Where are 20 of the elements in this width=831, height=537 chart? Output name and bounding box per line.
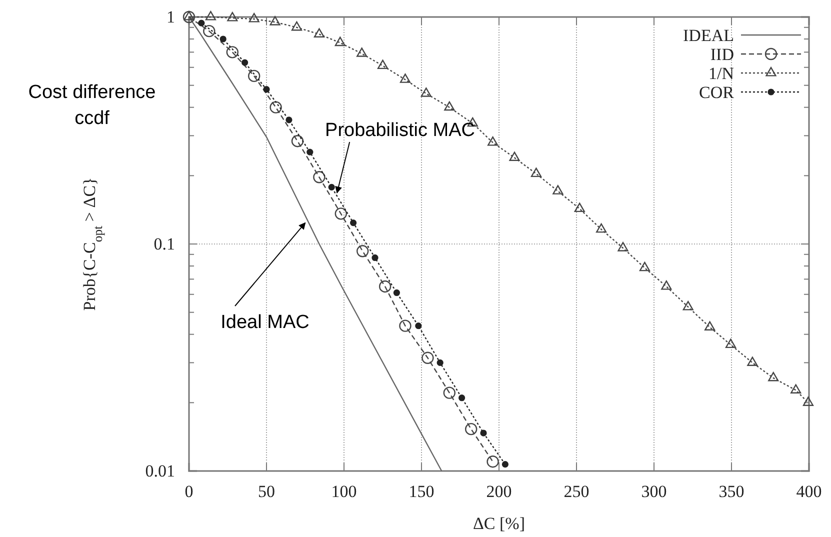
- x-tick-label: 200: [486, 482, 512, 502]
- y-tick-label: 0.1: [154, 234, 175, 254]
- legend-label: 1/N: [708, 64, 734, 83]
- legend-label: IID: [710, 44, 734, 64]
- x-tick-label: 350: [718, 482, 744, 502]
- x-tick-label: 300: [641, 482, 667, 502]
- x-tick-label: 150: [408, 482, 434, 502]
- text: Cost difference ccdf: [28, 82, 156, 129]
- x-tick-label: 400: [796, 482, 822, 502]
- x-axis-title: ΔC [%]: [472, 514, 526, 533]
- x-tick-label: 250: [564, 482, 590, 502]
- y-tick-label: 0.01: [145, 461, 175, 480]
- x-tick-label: 100: [331, 482, 357, 502]
- y-tick-label: 1: [166, 7, 175, 26]
- x-tick-label: 50: [258, 482, 275, 502]
- legend-label: COR: [699, 82, 735, 102]
- annotation: Probabilistic MAC: [325, 120, 475, 141]
- legend-label: IDEAL: [683, 26, 734, 45]
- x-tick-label: 0: [184, 482, 194, 502]
- annotation: Ideal MAC: [220, 312, 310, 333]
